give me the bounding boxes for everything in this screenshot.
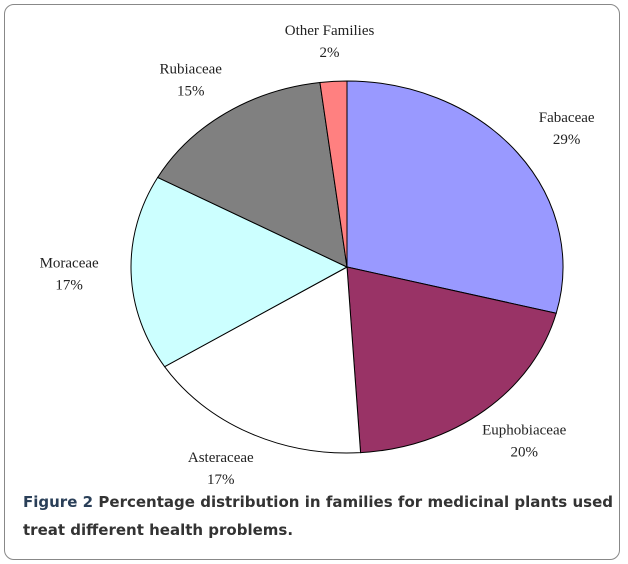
figure-frame: Fabaceae 29% Euphobiaceae 20% Asteraceae 17% M…: [4, 4, 620, 560]
pie-slice: [163, 266, 362, 454]
caption-text: Percentage distribution in families for …: [23, 493, 613, 539]
slice-label: Euphobiaceae: [482, 423, 566, 439]
chart: Fabaceae 29% Euphobiaceae 20% Asteraceae 17% M…: [40, 23, 595, 485]
pie-slice: [346, 266, 557, 454]
value-label: 2%: [320, 45, 340, 61]
caption: Figure 2 Percentage distribution in fami…: [23, 488, 613, 544]
slice-label: Asteraceae: [188, 450, 254, 466]
pie-slice: [346, 80, 564, 314]
slice-label: Moraceae: [40, 256, 99, 272]
slice-label: Fabaceae: [539, 110, 595, 126]
pie-slice: [156, 81, 348, 268]
value-label: 15%: [177, 84, 205, 100]
value-label: 17%: [55, 278, 83, 294]
caption-label: Figure 2: [23, 493, 94, 511]
value-label: 17%: [207, 472, 235, 485]
value-label: 20%: [510, 445, 538, 461]
slice-label: Rubiaceae: [160, 62, 223, 78]
pie-slice: [319, 80, 348, 268]
pie-slice: [130, 176, 349, 368]
slice-label: Other Families: [285, 23, 375, 39]
value-label: 29%: [553, 132, 581, 148]
